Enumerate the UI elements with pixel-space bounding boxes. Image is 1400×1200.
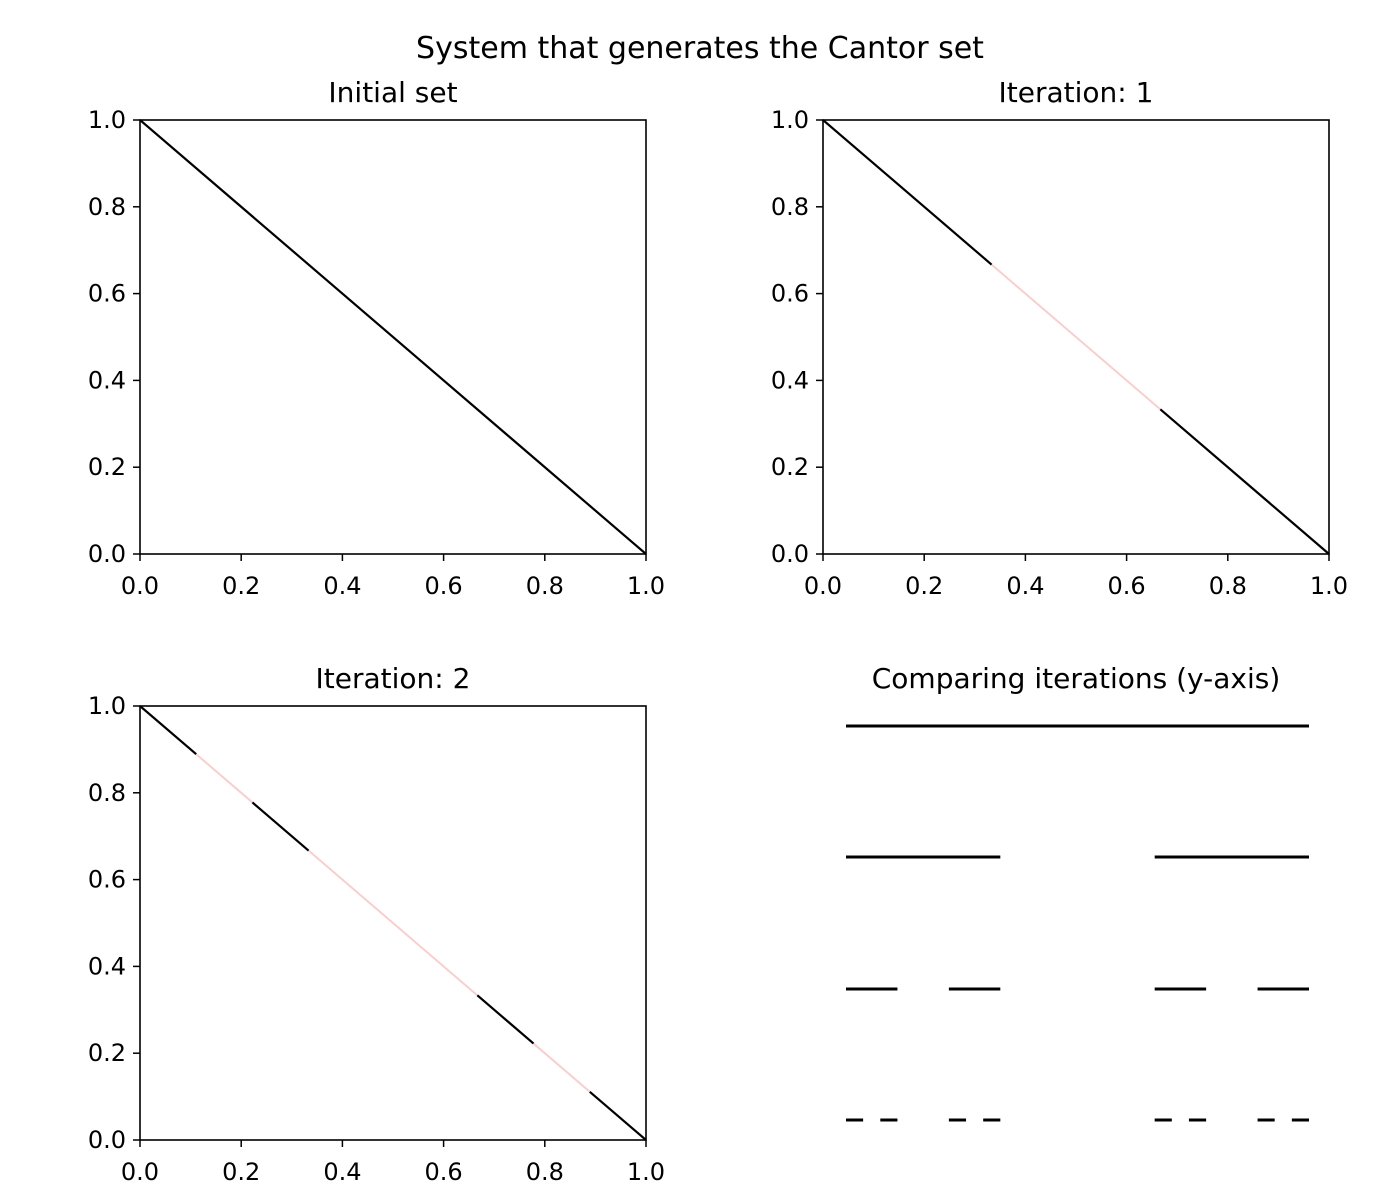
- x-tick-label: 0.0: [804, 572, 842, 600]
- y-tick-label: 0.6: [771, 280, 809, 308]
- y-tick-label: 0.8: [88, 193, 126, 221]
- x-tick-label: 0.2: [905, 572, 943, 600]
- axes-frame: [139, 119, 647, 555]
- y-tick-label: 0.2: [771, 453, 809, 481]
- panel-title: Iteration: 1: [999, 76, 1154, 109]
- x-tick-label: 0.0: [121, 1158, 159, 1186]
- x-tick-label: 0.8: [526, 572, 564, 600]
- kept-segment: [476, 994, 535, 1045]
- kept-segment: [139, 119, 647, 555]
- panel-iteration-1: 0.0 0.2 0.4 0.6 0.8 1.0 0.0 0.2 0.4 0.6 0.8 1.0 Iter…: [771, 76, 1348, 600]
- panel-iteration-2: 0.0 0.2 0.4 0.6 0.8 1.0 0.0 0.2 0.4 0.6 0.8 1.0 Iter…: [88, 662, 665, 1186]
- y-tick-label: 1.0: [771, 106, 809, 134]
- x-tick-label: 0.6: [1108, 572, 1146, 600]
- panel-title: Iteration: 2: [316, 662, 471, 695]
- y-tick-label: 0.8: [771, 193, 809, 221]
- y-tick-label: 0.4: [771, 366, 809, 394]
- kept-segment: [589, 1090, 647, 1141]
- x-tick-label: 0.2: [222, 572, 260, 600]
- x-tick-label: 1.0: [1310, 572, 1348, 600]
- removed-segment: [532, 1042, 591, 1093]
- axes-frame: [139, 705, 647, 1141]
- x-tick-label: 1.0: [627, 1158, 665, 1186]
- kept-segment: [139, 705, 197, 756]
- y-tick-label: 1.0: [88, 692, 126, 720]
- kept-segment: [1159, 408, 1330, 555]
- x-tick-label: 0.6: [425, 572, 463, 600]
- y-tick-label: 0.2: [88, 453, 126, 481]
- removed-segment: [990, 263, 1162, 411]
- kept-segment: [251, 801, 310, 852]
- x-tick-label: 0.8: [526, 1158, 564, 1186]
- removed-segment: [307, 849, 479, 997]
- y-tick-label: 1.0: [88, 106, 126, 134]
- y-tick-label: 0.6: [88, 866, 126, 894]
- panel-title: Comparing iterations (y-axis): [872, 662, 1281, 695]
- x-tick-label: 0.0: [121, 572, 159, 600]
- removed-segment: [195, 753, 254, 804]
- y-tick-label: 0.4: [88, 952, 126, 980]
- axes-frame: [822, 119, 1330, 555]
- figure-title: System that generates the Cantor set: [416, 31, 984, 66]
- x-tick-label: 0.8: [1209, 572, 1247, 600]
- x-tick-label: 0.4: [1006, 572, 1044, 600]
- x-tick-label: 0.4: [323, 572, 361, 600]
- panel-title: Initial set: [328, 76, 457, 109]
- y-tick-label: 0.8: [88, 779, 126, 807]
- y-tick-label: 0.0: [88, 1126, 126, 1154]
- x-tick-label: 0.6: [425, 1158, 463, 1186]
- panel-initial-set: 0.0 0.2 0.4 0.6 0.8 1.0 0.0 0.2 0.4 0.6 0.8 1.0 Init…: [88, 76, 665, 600]
- kept-segment: [822, 119, 993, 266]
- y-tick-label: 0.6: [88, 280, 126, 308]
- y-tick-label: 0.4: [88, 366, 126, 394]
- y-tick-label: 0.0: [88, 540, 126, 568]
- y-tick-label: 0.0: [771, 540, 809, 568]
- panel-comparing-iterations: Comparing iterations (y-axis): [846, 662, 1309, 1122]
- x-tick-label: 1.0: [627, 572, 665, 600]
- x-tick-label: 0.4: [323, 1158, 361, 1186]
- x-tick-label: 0.2: [222, 1158, 260, 1186]
- y-tick-label: 0.2: [88, 1039, 126, 1067]
